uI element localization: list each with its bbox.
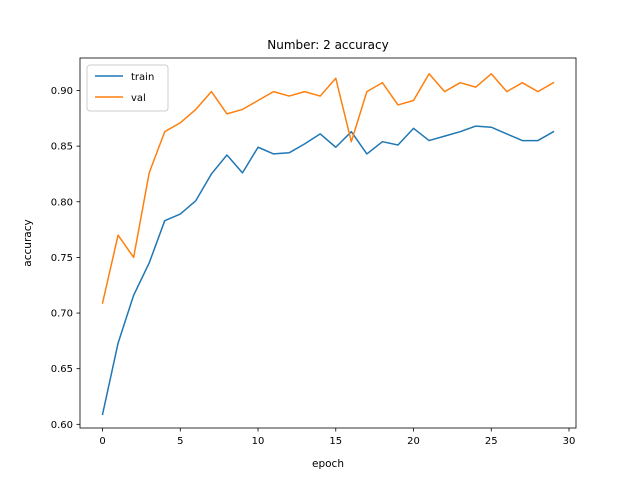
- x-tick-label-15: 15: [329, 436, 342, 447]
- chart-title: Number: 2 accuracy: [267, 38, 388, 52]
- y-tick-label-6: 0.90: [51, 86, 73, 97]
- series-layer: [101, 73, 555, 416]
- x-axis-ticks: 0 5 10 15 20 25 30: [99, 428, 575, 447]
- x-tick-label-0: 0: [99, 436, 105, 447]
- legend-frame: [86, 64, 169, 112]
- legend-label-train: train: [131, 72, 154, 83]
- series-line-val: [101, 73, 555, 304]
- legend: train val: [86, 64, 169, 112]
- plot-area: [79, 57, 577, 429]
- y-tick-label-4: 0.80: [51, 197, 73, 208]
- y-tick-label-3: 0.75: [51, 253, 73, 264]
- y-axis-label: accuracy: [22, 219, 34, 266]
- y-tick-label-0: 0.60: [51, 420, 73, 431]
- x-tick-label-10: 10: [252, 436, 265, 447]
- series-line-train: [101, 125, 555, 416]
- x-axis-label: epoch: [312, 458, 344, 470]
- legend-label-val: val: [131, 93, 146, 104]
- x-tick-label-5: 5: [177, 436, 183, 447]
- axes-frame: [79, 57, 577, 429]
- x-tick-label-20: 20: [407, 436, 420, 447]
- y-tick-label-2: 0.70: [51, 309, 73, 320]
- y-tick-label-5: 0.85: [51, 142, 73, 153]
- x-tick-label-25: 25: [485, 436, 498, 447]
- y-axis-ticks: 0.60 0.65 0.70 0.75 0.80 0.85 0.90: [51, 86, 80, 431]
- x-tick-label-30: 30: [563, 436, 576, 447]
- y-tick-label-1: 0.65: [51, 364, 73, 375]
